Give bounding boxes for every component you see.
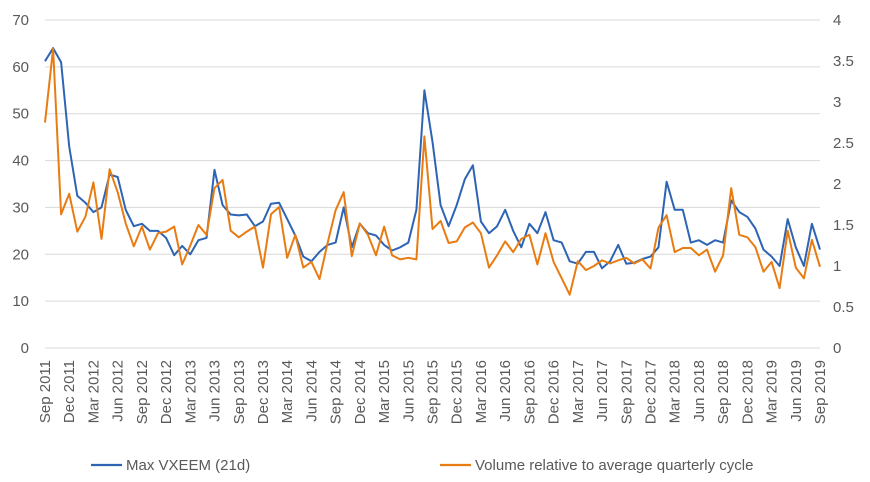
x-tick-label: Sep 2016: [521, 360, 538, 424]
x-tick-label: Jun 2018: [691, 360, 708, 422]
x-tick-label: Sep 2013: [231, 360, 248, 424]
right-tick-label: 4: [833, 12, 841, 29]
grid-lines: [45, 19, 820, 302]
x-tick-label: Mar 2017: [570, 360, 587, 423]
series-line-vxeem: [44, 47, 821, 270]
x-tick-label: Sep 2012: [134, 360, 151, 424]
x-tick-label: Jun 2016: [497, 360, 514, 422]
right-tick-label: 0: [833, 340, 841, 357]
x-tick-label: Sep 2019: [812, 360, 829, 424]
legend-item-vxeem: Max VXEEM (21d): [91, 457, 250, 474]
right-tick-label: 2: [833, 176, 841, 193]
right-tick-label: 1: [833, 258, 841, 275]
x-tick-label: Sep 2014: [328, 360, 345, 424]
x-tick-label: Sep 2011: [37, 360, 54, 423]
x-tick-label: Jun 2015: [400, 360, 417, 422]
x-tick-label: Jun 2017: [594, 360, 611, 422]
x-tick-label: Jun 2012: [110, 360, 127, 422]
x-tick-label: Dec 2015: [449, 360, 466, 424]
x-tick-label: Dec 2013: [255, 360, 272, 424]
x-axis: Sep 2011 Dec 2011 Mar 2012 Jun 2012 Sep 2012…: [37, 360, 829, 424]
legend-label-volume: Volume relative to average quarterly cyc…: [475, 457, 753, 474]
x-tick-label: Dec 2012: [158, 360, 175, 424]
left-tick-label: 0: [21, 340, 29, 357]
right-y-axis: 0 0.5 1 1.5 2 2.5 3 3.5 4: [833, 12, 854, 357]
left-tick-label: 60: [12, 59, 29, 76]
left-tick-label: 20: [12, 246, 29, 263]
left-tick-label: 40: [12, 153, 29, 170]
left-tick-label: 70: [12, 12, 29, 29]
legend-item-volume: Volume relative to average quarterly cyc…: [440, 457, 753, 474]
x-tick-label: Jun 2014: [303, 360, 320, 422]
x-tick-label: Mar 2018: [667, 360, 684, 423]
series-lines: [44, 47, 821, 296]
right-tick-label: 3: [833, 94, 841, 111]
x-tick-label: Mar 2013: [182, 360, 199, 423]
x-tick-label: Mar 2016: [473, 360, 490, 423]
right-tick-label: 0.5: [833, 299, 854, 316]
x-tick-label: Jun 2019: [788, 360, 805, 422]
x-tick-label: Jun 2013: [207, 360, 224, 422]
legend: Max VXEEM (21d) Volume relative to avera…: [91, 457, 753, 474]
x-tick-label: Mar 2019: [764, 360, 781, 423]
x-tick-label: Sep 2018: [715, 360, 732, 424]
x-tick-label: Sep 2015: [425, 360, 442, 424]
right-tick-label: 1.5: [833, 217, 854, 234]
x-tick-label: Mar 2014: [279, 360, 296, 423]
x-tick-label: Mar 2012: [85, 360, 102, 423]
x-tick-label: Dec 2011: [61, 360, 78, 423]
left-tick-label: 50: [12, 106, 29, 123]
left-tick-label: 30: [12, 199, 29, 216]
left-tick-label: 10: [12, 293, 29, 310]
x-tick-label: Mar 2015: [376, 360, 393, 423]
right-tick-label: 2.5: [833, 135, 854, 152]
x-tick-label: Sep 2017: [618, 360, 635, 424]
x-tick-label: Dec 2014: [352, 360, 369, 424]
right-tick-label: 3.5: [833, 53, 854, 70]
legend-label-vxeem: Max VXEEM (21d): [126, 457, 250, 474]
left-y-axis: 0 10 20 30 40 50 60 70: [12, 12, 29, 357]
x-tick-label: Dec 2017: [642, 360, 659, 424]
x-tick-label: Dec 2016: [546, 360, 563, 424]
x-tick-label: Dec 2018: [739, 360, 756, 424]
series-line-volume: [44, 47, 821, 296]
